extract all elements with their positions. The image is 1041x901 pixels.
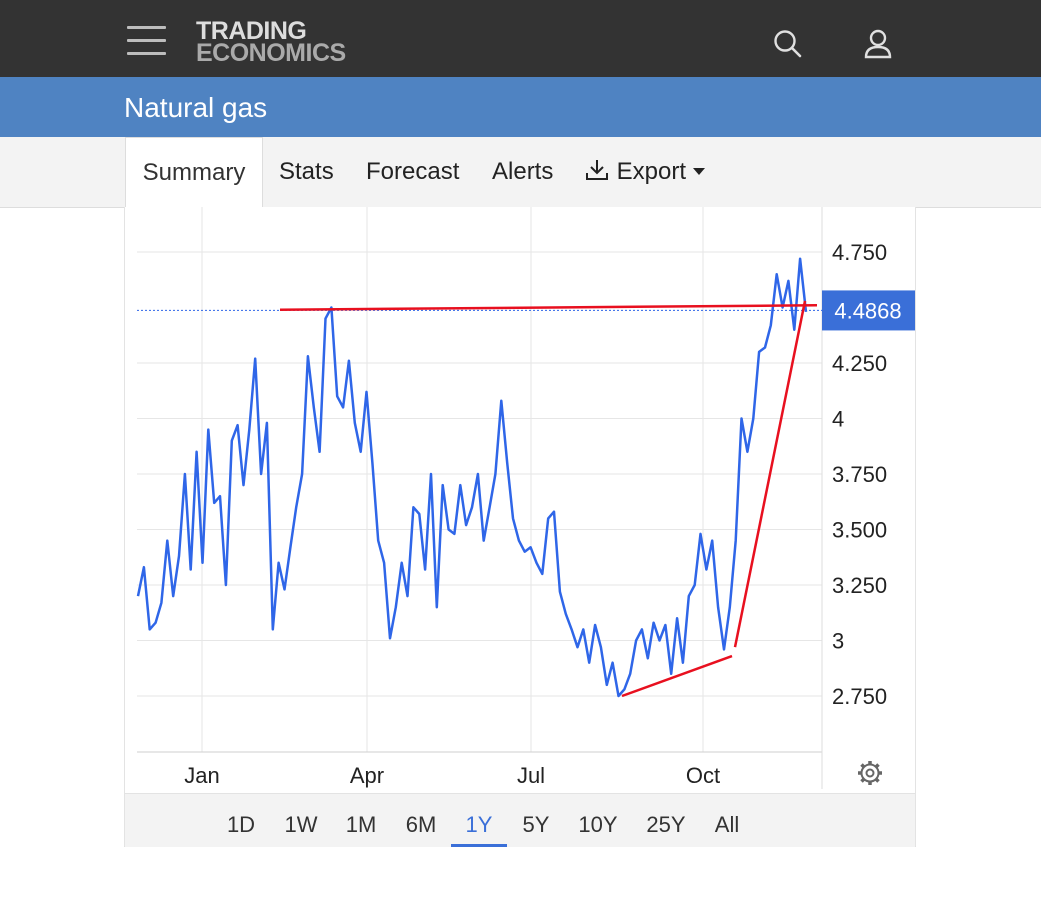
range-all[interactable]: All xyxy=(714,812,740,837)
x-tick-label: Jan xyxy=(184,763,219,788)
tab-summary[interactable]: Summary xyxy=(125,137,263,208)
y-tick-label: 2.750 xyxy=(832,684,887,709)
y-tick-label: 4.250 xyxy=(832,351,887,376)
current-price-label: 4.4868 xyxy=(834,298,901,323)
gear-icon[interactable] xyxy=(858,761,882,785)
range-5y[interactable]: 5Y xyxy=(522,812,550,837)
range-selector: 1D 1W 1M 6M 1Y 5Y 10Y 25Y All xyxy=(125,793,915,847)
price-chart[interactable]: 2.750 3 3.250 3.500 3.750 4 4.250 4.750 Jan Apr Ju… xyxy=(125,207,915,793)
x-tick-label: Oct xyxy=(686,763,720,788)
y-tick-label: 3.750 xyxy=(832,462,887,487)
y-tick-label: 3.250 xyxy=(832,573,887,598)
page-title: Natural gas xyxy=(124,92,268,123)
trend-line-resistance xyxy=(279,304,818,311)
tab-export[interactable]: Export xyxy=(584,137,705,207)
range-1d[interactable]: 1D xyxy=(226,812,256,837)
trend-line-rally xyxy=(733,300,807,648)
range-1y[interactable]: 1Y xyxy=(451,794,507,847)
price-series-line xyxy=(136,257,808,698)
range-25y[interactable]: 25Y xyxy=(646,812,686,837)
page-title-bar: Natural gas xyxy=(0,77,1041,137)
brand-line1: TRADING xyxy=(196,17,307,45)
chart-container: 2.750 3 3.250 3.500 3.750 4 4.250 4.750 Jan Apr Ju… xyxy=(124,207,916,847)
search-icon[interactable] xyxy=(772,27,804,61)
top-navbar: TRADING ECONOMICS xyxy=(0,0,1041,77)
tab-bar: Summary Stats Forecast Alerts Export xyxy=(0,137,1041,208)
tab-stats[interactable]: Stats xyxy=(279,158,334,185)
tab-forecast[interactable]: Forecast xyxy=(366,158,460,185)
brand-line2: ECONOMICS xyxy=(196,39,346,67)
brand-logo[interactable]: TRADING ECONOMICS xyxy=(196,17,346,67)
export-label: Export xyxy=(616,158,687,185)
y-tick-label: 4 xyxy=(832,407,844,432)
range-10y[interactable]: 10Y xyxy=(578,812,618,837)
y-tick-label: 4.750 xyxy=(832,240,887,265)
y-tick-label: 3.500 xyxy=(832,518,887,543)
caret-down-icon xyxy=(692,168,705,175)
range-1w[interactable]: 1W xyxy=(284,812,318,837)
range-1m[interactable]: 1M xyxy=(345,812,377,837)
y-tick-label: 3 xyxy=(832,629,844,654)
tab-alerts[interactable]: Alerts xyxy=(492,158,554,185)
download-icon xyxy=(586,160,608,180)
current-price-tag xyxy=(822,290,915,331)
menu-icon[interactable] xyxy=(127,26,166,56)
range-6m[interactable]: 6M xyxy=(405,812,437,837)
user-icon[interactable] xyxy=(862,27,894,61)
x-tick-label: Apr xyxy=(350,763,384,788)
trend-line-support xyxy=(621,654,733,698)
x-tick-label: Jul xyxy=(517,763,545,788)
